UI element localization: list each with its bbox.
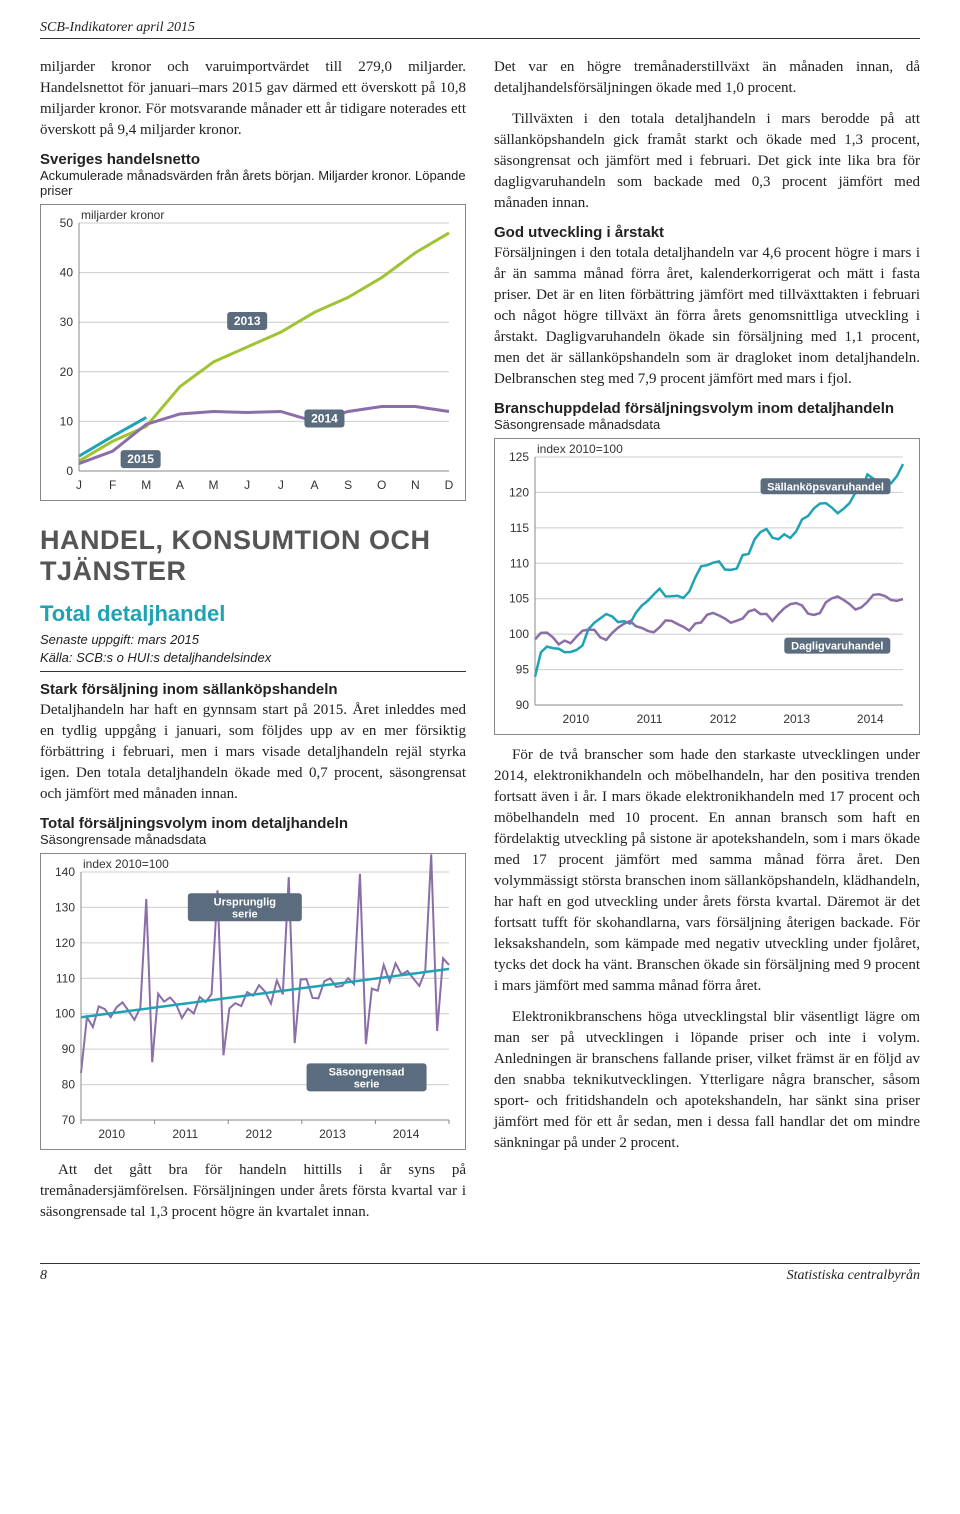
- svg-text:120: 120: [509, 485, 529, 499]
- svg-text:2011: 2011: [637, 712, 663, 726]
- svg-text:2010: 2010: [563, 712, 590, 726]
- svg-text:S: S: [344, 478, 352, 492]
- right-p5: Elektronikbranschens höga utvecklingstal…: [494, 1007, 920, 1154]
- svg-text:index 2010=100: index 2010=100: [83, 857, 169, 871]
- chart3-sub: Säsongrensade månadsdata: [494, 417, 920, 432]
- svg-text:2010: 2010: [98, 1127, 125, 1141]
- svg-text:2012: 2012: [710, 712, 737, 726]
- section-title: HANDEL, KONSUMTION OCH TJÄNSTER: [40, 525, 466, 587]
- chart1: 0 10 20 30 40 50 miljarder kronor J F M A M J J A S O N D 2…: [40, 204, 466, 501]
- svg-text:50: 50: [60, 216, 74, 230]
- right-parahead1: God utveckling i årstakt: [494, 224, 920, 241]
- meta-line-2: Källa: SCB:s o HUI:s detaljhandelsindex: [40, 649, 466, 667]
- svg-text:2013: 2013: [783, 712, 810, 726]
- svg-text:80: 80: [62, 1078, 76, 1092]
- chart3-title: Branschuppdelad försäljningsvolym inom d…: [494, 400, 920, 417]
- svg-text:D: D: [445, 478, 454, 492]
- svg-text:30: 30: [60, 315, 74, 329]
- svg-text:M: M: [209, 478, 219, 492]
- svg-text:O: O: [377, 478, 386, 492]
- svg-text:F: F: [109, 478, 116, 492]
- page-footer: 8 Statistiska centralbyrån: [40, 1263, 920, 1284]
- chart2: 70 80 90 100 110 120 130 140 index 2010=100 2010 2…: [40, 853, 466, 1150]
- svg-text:110: 110: [510, 556, 529, 570]
- svg-text:70: 70: [62, 1113, 76, 1127]
- chart1-sub: Ackumulerade månadsvärden från årets bör…: [40, 168, 466, 198]
- meta-line-1: Senaste uppgift: mars 2015: [40, 631, 466, 649]
- svg-text:130: 130: [55, 901, 75, 915]
- svg-text:N: N: [411, 478, 420, 492]
- svg-text:2014: 2014: [311, 412, 338, 426]
- right-p3: Försäljningen i den totala detaljhandeln…: [494, 243, 920, 390]
- svg-text:90: 90: [516, 698, 530, 712]
- chart2-sub: Säsongrensade månadsdata: [40, 832, 466, 847]
- svg-text:J: J: [278, 478, 284, 492]
- svg-text:serie: serie: [232, 908, 258, 920]
- svg-text:miljarder kronor: miljarder kronor: [81, 208, 164, 222]
- left-p3: Att det gått bra för handeln hittills i …: [40, 1160, 466, 1223]
- svg-text:Ursprunglig: Ursprunglig: [214, 896, 276, 908]
- svg-text:index 2010=100: index 2010=100: [537, 442, 623, 456]
- svg-text:2015: 2015: [127, 452, 154, 466]
- svg-text:120: 120: [55, 936, 75, 950]
- sub-title: Total detaljhandel: [40, 601, 466, 627]
- svg-text:Säsongrensad: Säsongrensad: [329, 1067, 405, 1079]
- right-column: Det var en högre tremånaderstillväxt än …: [494, 57, 920, 1233]
- svg-text:0: 0: [66, 464, 73, 478]
- svg-text:Sällanköpsvaruhandel: Sällanköpsvaruhandel: [767, 481, 884, 493]
- right-p4: För de två branscher som hade den starka…: [494, 745, 920, 997]
- svg-text:115: 115: [510, 521, 529, 535]
- svg-text:J: J: [244, 478, 250, 492]
- svg-text:10: 10: [60, 414, 74, 428]
- svg-text:90: 90: [62, 1042, 76, 1056]
- chart2-title: Total försäljningsvolym inom detaljhande…: [40, 815, 466, 832]
- svg-text:2014: 2014: [857, 712, 884, 726]
- svg-text:A: A: [176, 478, 184, 492]
- svg-text:95: 95: [516, 663, 530, 677]
- svg-text:M: M: [141, 478, 151, 492]
- chart1-title: Sveriges handelsnetto: [40, 151, 466, 168]
- svg-text:A: A: [310, 478, 318, 492]
- left-p1: miljarder kronor och varuimportvärdet ti…: [40, 57, 466, 141]
- svg-text:140: 140: [55, 865, 75, 879]
- svg-text:2011: 2011: [172, 1127, 198, 1141]
- svg-text:2013: 2013: [319, 1127, 346, 1141]
- svg-text:100: 100: [55, 1007, 75, 1021]
- chart3: 90 95 100 105 110 115 120 125 index 2010=100 2010…: [494, 438, 920, 735]
- svg-text:2013: 2013: [234, 314, 261, 328]
- svg-text:serie: serie: [354, 1079, 380, 1091]
- left-parahead1: Stark försäljning inom sällanköpshandeln: [40, 681, 466, 698]
- left-p2: Detaljhandeln har haft en gynnsam start …: [40, 700, 466, 805]
- svg-text:110: 110: [56, 971, 75, 985]
- svg-text:125: 125: [509, 450, 529, 464]
- left-column: miljarder kronor och varuimportvärdet ti…: [40, 57, 466, 1233]
- svg-text:J: J: [76, 478, 82, 492]
- page-header: SCB-Indikatorer april 2015: [40, 20, 920, 39]
- svg-text:105: 105: [509, 592, 529, 606]
- svg-text:20: 20: [60, 365, 74, 379]
- page-number: 8: [40, 1268, 47, 1284]
- svg-text:100: 100: [509, 627, 529, 641]
- right-p2: Tillväxten i den totala detaljhandeln i …: [494, 109, 920, 214]
- svg-text:2012: 2012: [246, 1127, 273, 1141]
- svg-text:2014: 2014: [393, 1127, 420, 1141]
- svg-text:40: 40: [60, 266, 74, 280]
- svg-text:Dagligvaruhandel: Dagligvaruhandel: [791, 641, 883, 653]
- publisher: Statistiska centralbyrån: [787, 1268, 920, 1284]
- right-p1: Det var en högre tremånaderstillväxt än …: [494, 57, 920, 99]
